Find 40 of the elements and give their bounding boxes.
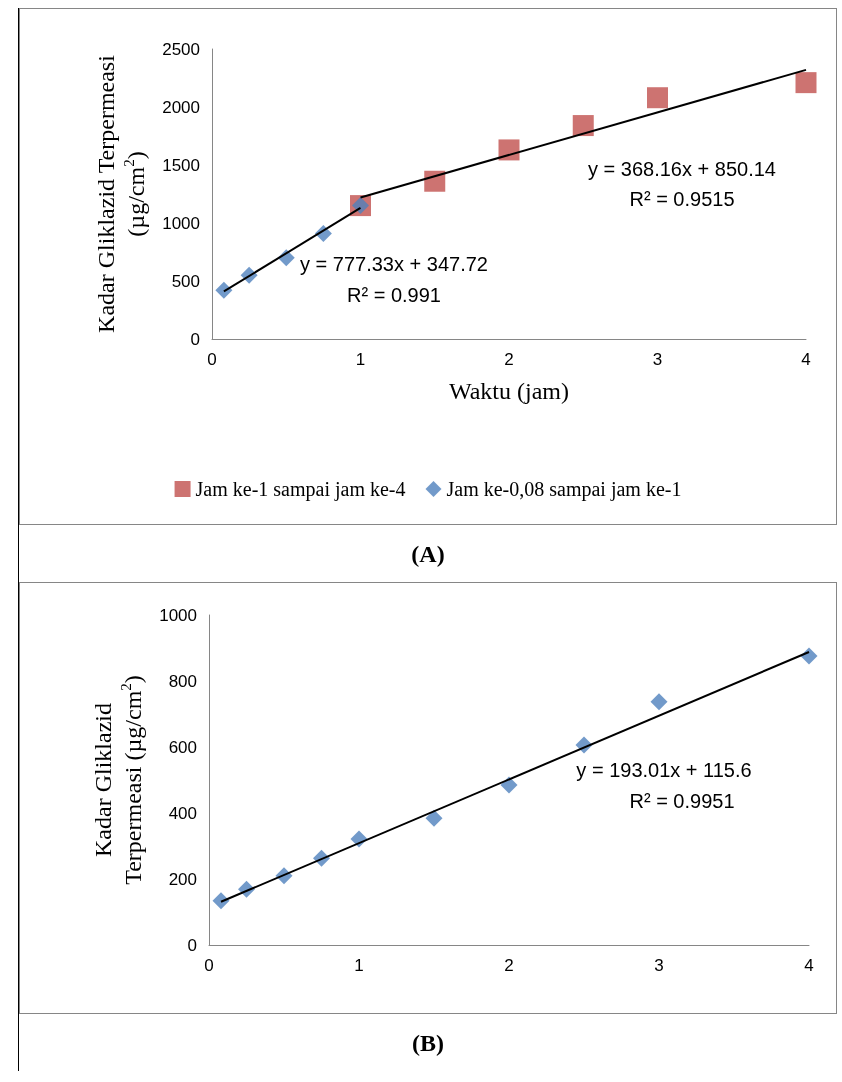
- x-tick-label: 0: [204, 956, 214, 975]
- x-tick-label: 4: [801, 350, 811, 369]
- annotation: R² = 0.9515: [629, 188, 735, 210]
- y-tick-label: 0: [190, 329, 200, 349]
- x-tick-label: 1: [355, 350, 366, 369]
- point: [424, 170, 446, 192]
- annotation: y = 193.01x + 115.6: [576, 759, 752, 781]
- x-tick-label: 3: [652, 350, 663, 369]
- y-tick-label: 0: [187, 935, 197, 955]
- point: [572, 115, 594, 137]
- y-tick-label: 1500: [162, 155, 200, 175]
- point: [795, 72, 817, 94]
- y-tick-label: 1000: [159, 605, 197, 625]
- x-axis-title: Waktu (jam): [448, 378, 570, 404]
- y-tick-label: 600: [168, 737, 197, 757]
- point: [425, 809, 443, 827]
- y-tick-label: 1000: [162, 213, 200, 233]
- y-tick-label: 400: [168, 803, 197, 823]
- x-tick-label: 2: [504, 956, 514, 975]
- legend-label: Jam ke-0,08 sampai jam ke-1: [446, 478, 682, 501]
- x-tick-label: 2: [504, 350, 514, 369]
- y-axis-title: Kadar Gliklazid Terpermeasi (µg/cm2): [90, 675, 147, 885]
- text: (A): [410, 540, 446, 569]
- x-tick-label: 0: [207, 350, 217, 369]
- text: (B): [411, 1029, 445, 1058]
- y-tick-label: 2000: [162, 97, 200, 117]
- legend-label: Jam ke-1 sampai jam ke-4: [195, 478, 406, 501]
- point: [650, 693, 668, 711]
- point: [647, 87, 668, 109]
- x-tick-label: 4: [804, 956, 814, 975]
- x-tick-label: 1: [354, 956, 364, 975]
- y-tick-label: 200: [168, 869, 197, 889]
- annotation: y = 368.16x + 850.14: [588, 158, 776, 180]
- x-tick-label: 3: [654, 956, 664, 975]
- annotation: R² = 0.9951: [629, 790, 735, 812]
- y-tick-label: 2500: [162, 39, 200, 59]
- annotation: y = 777.33x + 347.72: [300, 253, 488, 275]
- annotation: R² = 0.991: [347, 284, 441, 306]
- y-tick-label: 500: [171, 271, 200, 291]
- y-tick-label: 800: [168, 671, 197, 691]
